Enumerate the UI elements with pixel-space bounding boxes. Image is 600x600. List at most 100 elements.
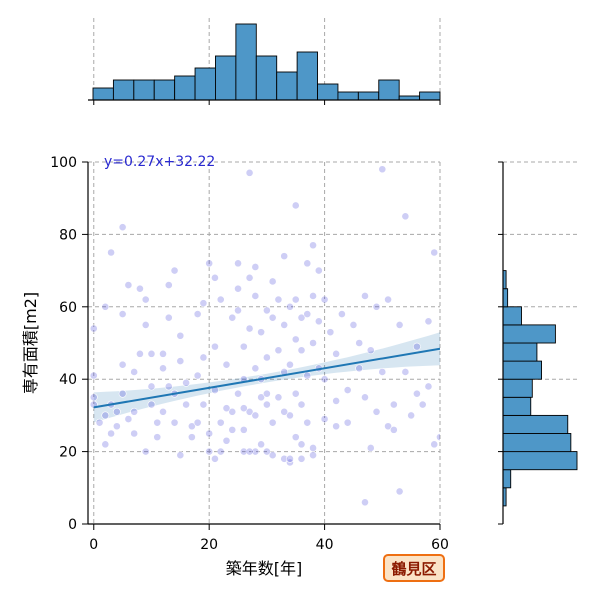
y-hist-bar <box>502 414 569 434</box>
scatter-point <box>199 353 208 362</box>
scatter-point <box>286 411 294 420</box>
scatter-point <box>314 266 323 275</box>
y-tick-label: 40 <box>59 372 77 388</box>
scatter-point <box>239 425 248 434</box>
scatter-point <box>332 349 341 358</box>
scatter-point <box>314 317 323 326</box>
scatter-point <box>401 368 410 376</box>
scatter-point <box>280 454 289 463</box>
scatter-point <box>320 375 329 384</box>
scatter-point <box>401 212 410 221</box>
scatter-point <box>291 295 300 304</box>
x-hist-bar <box>215 55 237 101</box>
scatter-point <box>343 386 352 394</box>
scatter-point <box>257 440 266 449</box>
scatter-point <box>349 320 358 329</box>
scatter-point <box>332 422 341 431</box>
scatter-point <box>245 168 254 177</box>
scatter-point <box>182 400 190 409</box>
scatter-point <box>193 371 202 380</box>
scatter-point <box>118 223 127 232</box>
scatter-point <box>309 241 317 250</box>
y-axis-title: 専有面積[m2] <box>21 292 40 394</box>
scatter-point <box>251 447 260 456</box>
scatter-point <box>280 320 289 329</box>
scatter-point <box>251 364 260 373</box>
scatter-point <box>147 349 156 358</box>
scatter-point <box>297 454 306 463</box>
scatter-point <box>124 415 133 423</box>
y-tick-label: 100 <box>50 155 77 171</box>
regression-line-path <box>93 347 440 409</box>
scatter-point <box>141 320 150 329</box>
scatter-point <box>176 331 185 340</box>
scatter-point <box>257 393 266 402</box>
scatter-point <box>193 310 202 318</box>
x-hist-bar <box>255 55 278 101</box>
scatter-point <box>141 447 150 456</box>
scatter-point <box>395 487 404 496</box>
scatter-point <box>187 433 196 442</box>
scatter-point <box>107 429 115 438</box>
scatter-point <box>141 295 150 304</box>
scatter-point <box>309 292 317 300</box>
scatter-point <box>118 310 127 318</box>
y-hist-bar <box>502 396 532 416</box>
scatter-point <box>303 259 312 268</box>
scatter-point <box>176 451 185 460</box>
scatter-point <box>112 407 121 416</box>
y-tick-label: 80 <box>59 227 77 243</box>
scatter-point <box>101 411 110 420</box>
scatter-point <box>205 447 214 456</box>
scatter-point <box>239 447 248 456</box>
x-hist-bar <box>296 51 318 101</box>
y-hist-bar <box>502 378 533 398</box>
scatter-point <box>89 324 98 333</box>
scatter-point <box>262 389 271 398</box>
scatter-point <box>384 422 392 431</box>
scatter-point <box>176 357 185 365</box>
scatter-point <box>355 339 364 347</box>
x-axis-title: 築年数[年] <box>226 559 303 578</box>
y-hist-bar <box>502 469 512 489</box>
scatter-point <box>309 339 317 347</box>
scatter-point <box>430 440 439 449</box>
scatter-point <box>211 454 219 463</box>
scatter-point <box>239 342 248 351</box>
scatter-point <box>234 389 242 398</box>
scatter-point <box>118 389 127 398</box>
scatter-point <box>274 295 283 304</box>
scatter-point <box>239 404 248 413</box>
y-hist-bar <box>502 324 556 344</box>
x-tick-label: 0 <box>89 537 98 553</box>
scatter-point <box>320 295 329 304</box>
scatter-point <box>303 310 312 318</box>
scatter-point <box>262 306 271 315</box>
scatter-point <box>187 422 196 431</box>
badge-box <box>383 554 445 582</box>
x-tick-label: 60 <box>431 537 449 553</box>
scatter-point <box>164 313 173 322</box>
y-tick-label: 0 <box>68 517 77 533</box>
scatter-point <box>199 400 208 409</box>
x-hist-bar <box>317 83 339 101</box>
scatter-point <box>338 310 346 318</box>
scatter-point <box>320 415 329 423</box>
scatter-point <box>130 407 139 416</box>
scatter-point <box>280 407 289 416</box>
y-marginal-histogram <box>498 161 580 525</box>
scatter-point <box>101 302 110 311</box>
scatter-point <box>303 371 312 380</box>
scatter-point <box>147 400 156 409</box>
scatter-point <box>430 248 439 257</box>
scatter-point <box>222 436 231 445</box>
y-hist-bar <box>502 288 509 308</box>
scatter-point <box>366 444 375 452</box>
x-hist-bar <box>378 79 400 101</box>
scatter-point <box>366 346 375 355</box>
x-tick-label: 20 <box>200 537 218 553</box>
scatter-point <box>424 382 433 391</box>
scatter-point <box>355 364 364 373</box>
scatter-point <box>268 451 277 460</box>
